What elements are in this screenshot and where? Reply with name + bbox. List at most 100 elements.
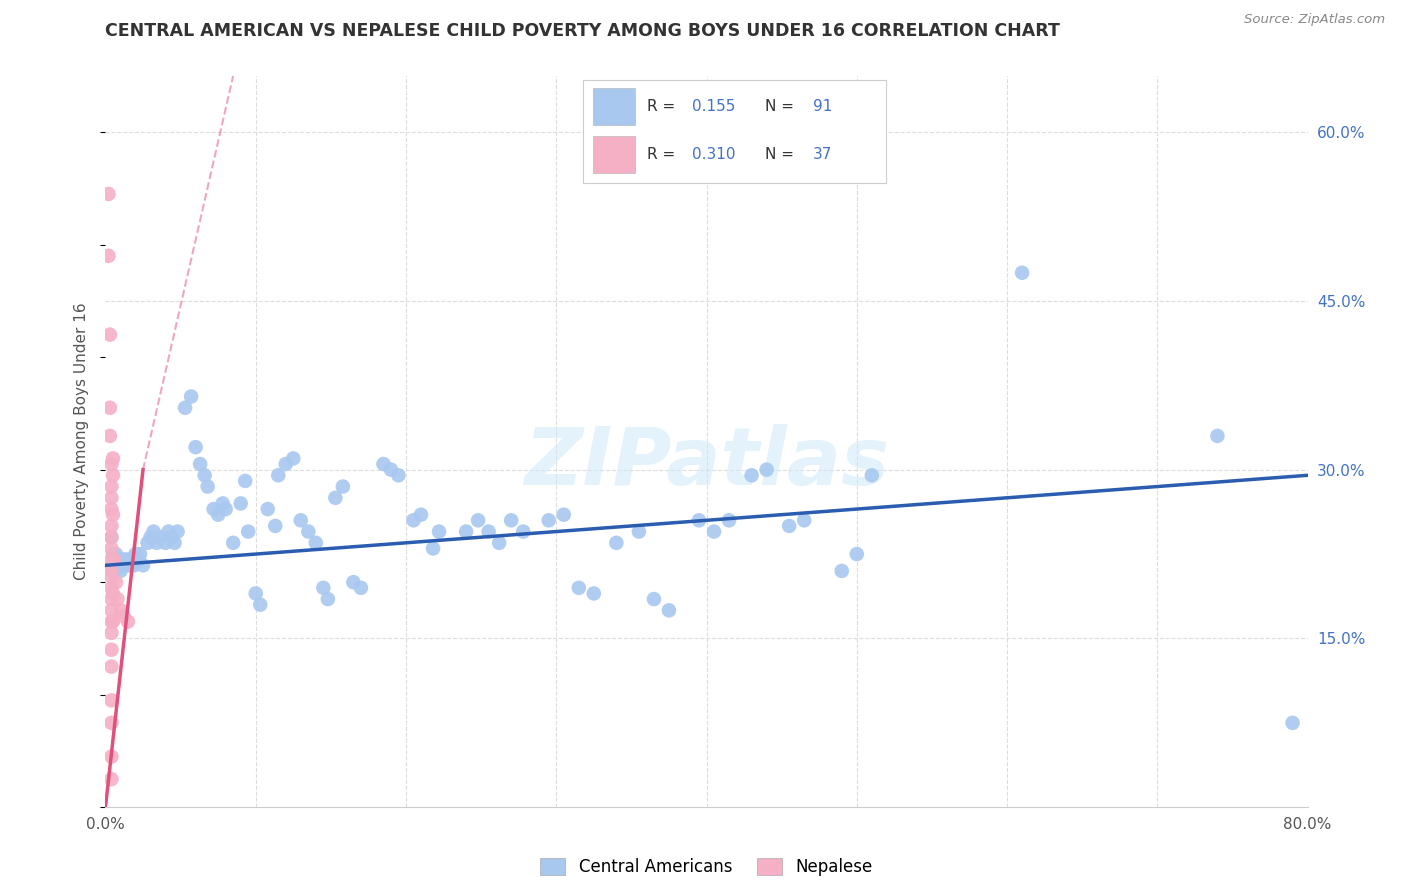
Text: 37: 37 <box>813 146 832 161</box>
Point <box>142 524 165 539</box>
Point <box>627 524 650 539</box>
Point <box>297 524 319 539</box>
Point <box>229 496 252 510</box>
Point <box>211 496 233 510</box>
Point <box>718 513 741 527</box>
Point <box>110 603 132 617</box>
Text: Source: ZipAtlas.com: Source: ZipAtlas.com <box>1244 13 1385 27</box>
Point <box>264 519 287 533</box>
Point <box>100 530 122 544</box>
Text: CENTRAL AMERICAN VS NEPALESE CHILD POVERTY AMONG BOYS UNDER 16 CORRELATION CHART: CENTRAL AMERICAN VS NEPALESE CHILD POVER… <box>105 22 1060 40</box>
Text: N =: N = <box>765 99 799 114</box>
Point <box>427 524 450 539</box>
Point <box>553 508 575 522</box>
Point <box>114 552 136 566</box>
Point <box>101 586 124 600</box>
Point <box>582 586 605 600</box>
Point <box>117 558 139 573</box>
Point <box>104 575 127 590</box>
Point <box>101 468 124 483</box>
Point <box>101 451 124 466</box>
Point <box>467 513 489 527</box>
Point <box>1206 429 1229 443</box>
Point <box>100 749 122 764</box>
Text: ZIPatlas: ZIPatlas <box>524 425 889 502</box>
Point <box>233 474 256 488</box>
Point <box>267 468 290 483</box>
Point <box>100 715 122 730</box>
Point <box>305 536 328 550</box>
Point <box>129 547 152 561</box>
Point <box>118 552 141 566</box>
Point <box>845 547 868 561</box>
Point <box>478 524 501 539</box>
Point <box>274 457 297 471</box>
Point <box>488 536 510 550</box>
Point <box>1011 266 1033 280</box>
Point <box>860 468 883 483</box>
Point <box>568 581 591 595</box>
Point <box>108 552 131 566</box>
Point <box>422 541 444 556</box>
Point <box>831 564 853 578</box>
Point <box>194 468 217 483</box>
Point <box>688 513 710 527</box>
Point <box>100 659 122 673</box>
Point <box>157 524 180 539</box>
Point <box>454 524 477 539</box>
Point <box>100 642 122 657</box>
Point <box>110 564 132 578</box>
Point <box>197 479 219 493</box>
Point <box>290 513 312 527</box>
Point <box>100 581 122 595</box>
Point <box>100 457 122 471</box>
Point <box>107 558 129 573</box>
Point <box>184 440 207 454</box>
Point <box>755 463 778 477</box>
Point <box>100 502 122 516</box>
Point <box>312 581 335 595</box>
Y-axis label: Child Poverty Among Boys Under 16: Child Poverty Among Boys Under 16 <box>75 302 90 581</box>
Point <box>139 530 162 544</box>
Point <box>180 390 202 404</box>
Point <box>202 502 225 516</box>
Point <box>98 401 121 415</box>
Point <box>100 552 122 566</box>
Point <box>132 558 155 573</box>
Point <box>97 249 120 263</box>
Text: 91: 91 <box>813 99 832 114</box>
FancyBboxPatch shape <box>592 88 636 126</box>
Point <box>100 558 122 573</box>
Point <box>100 530 122 544</box>
Point <box>512 524 534 539</box>
Point <box>100 693 122 707</box>
Point <box>100 625 122 640</box>
Point <box>97 186 120 201</box>
Text: 0.155: 0.155 <box>692 99 735 114</box>
Point <box>325 491 347 505</box>
Point <box>100 479 122 493</box>
Point <box>387 468 409 483</box>
Point <box>207 508 229 522</box>
Point <box>793 513 815 527</box>
Point <box>104 547 127 561</box>
Point <box>703 524 725 539</box>
Text: 0.310: 0.310 <box>692 146 735 161</box>
Point <box>98 429 121 443</box>
Point <box>101 547 124 561</box>
Point <box>380 463 402 477</box>
Point <box>245 586 267 600</box>
Text: R =: R = <box>647 99 681 114</box>
Point <box>112 558 135 573</box>
Point <box>124 547 146 561</box>
Point <box>316 592 339 607</box>
Point <box>283 451 305 466</box>
Point <box>166 524 188 539</box>
Legend: Central Americans, Nepalese: Central Americans, Nepalese <box>534 852 879 883</box>
Point <box>174 401 197 415</box>
Point <box>100 564 122 578</box>
Point <box>332 479 354 493</box>
Point <box>537 513 560 527</box>
Point <box>103 552 125 566</box>
Point <box>148 530 170 544</box>
